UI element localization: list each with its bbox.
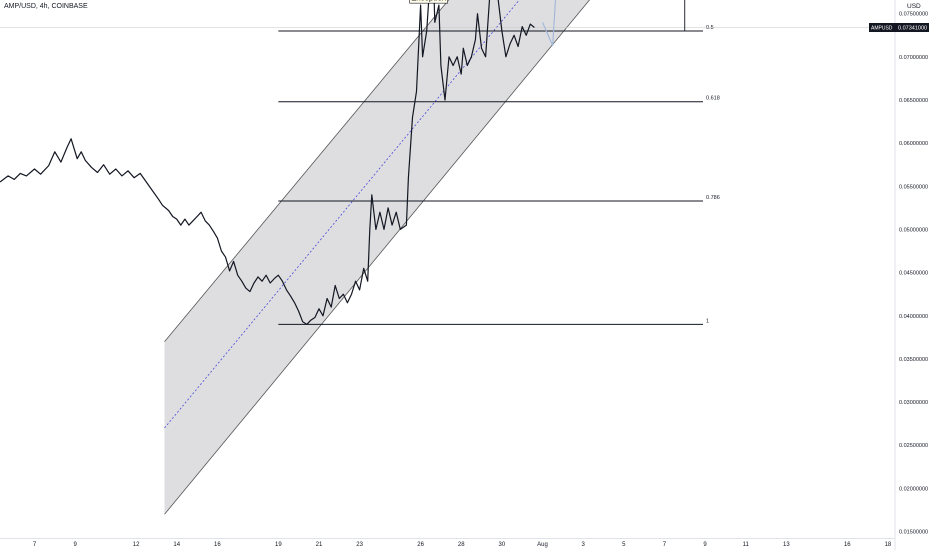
current-price-symbol: AMPUSD — [871, 26, 893, 32]
exception-box — [409, 0, 449, 4]
y-tick-label-12: 0.07500000 — [899, 12, 928, 18]
x-tick-label-19: 18 — [885, 542, 892, 548]
x-tick-label-10: 30 — [499, 542, 506, 548]
x-tick-label-9: 28 — [458, 542, 465, 548]
y-tick-label-10: 0.06500000 — [899, 98, 928, 104]
x-tick-label-14: 7 — [663, 542, 667, 548]
current-price-tag — [869, 23, 929, 33]
y-tick-label-8: 0.05500000 — [899, 184, 928, 190]
currency-label: USD — [907, 3, 921, 10]
channel-fill — [164, 0, 590, 515]
x-tick-label-17: 13 — [783, 542, 790, 548]
y-tick-label-3: 0.03000000 — [899, 400, 928, 406]
fib-label-5: 0.786 — [706, 195, 720, 201]
y-tick-label-1: 0.02000000 — [899, 486, 928, 492]
current-price-value: 0.07341000 — [898, 26, 927, 32]
x-tick-label-1: 9 — [73, 542, 77, 548]
x-tick-label-18: 16 — [844, 542, 851, 548]
x-tick-label-11: Aug — [537, 542, 548, 548]
price-line — [0, 0, 535, 325]
y-tick-label-2: 0.02500000 — [899, 443, 928, 449]
y-tick-label-5: 0.04000000 — [899, 314, 928, 320]
x-tick-label-0: 7 — [33, 542, 37, 548]
exception-label: Exception — [411, 0, 446, 3]
y-tick-label-11: 0.07000000 — [899, 55, 928, 61]
y-tick-label-0: 0.01500000 — [899, 530, 928, 536]
x-tick-label-15: 9 — [703, 542, 707, 548]
y-tick-label-7: 0.05000000 — [899, 227, 928, 233]
y-tick-label-4: 0.03500000 — [899, 357, 928, 363]
x-tick-label-3: 14 — [173, 542, 180, 548]
fib-label-6: 1 — [706, 318, 709, 324]
y-tick-label-6: 0.04500000 — [899, 271, 928, 277]
x-tick-label-5: 19 — [275, 542, 282, 548]
fib-label-3: 0.5 — [706, 25, 714, 31]
symbol-title: AMP/USD, 4h, COINBASE — [4, 3, 88, 10]
x-tick-label-13: 5 — [622, 542, 626, 548]
x-tick-label-8: 26 — [417, 542, 424, 548]
channel-lower-line — [164, 0, 590, 515]
x-tick-label-16: 11 — [743, 542, 750, 548]
x-tick-label-4: 16 — [214, 542, 221, 548]
y-tick-label-9: 0.06000000 — [899, 141, 928, 147]
x-tick-label-2: 12 — [133, 542, 140, 548]
x-tick-label-12: 3 — [581, 542, 585, 548]
fib-label-4: 0.618 — [706, 96, 720, 102]
channel-upper-line — [164, 0, 450, 342]
x-tick-label-6: 21 — [316, 542, 323, 548]
x-tick-label-7: 23 — [356, 542, 363, 548]
